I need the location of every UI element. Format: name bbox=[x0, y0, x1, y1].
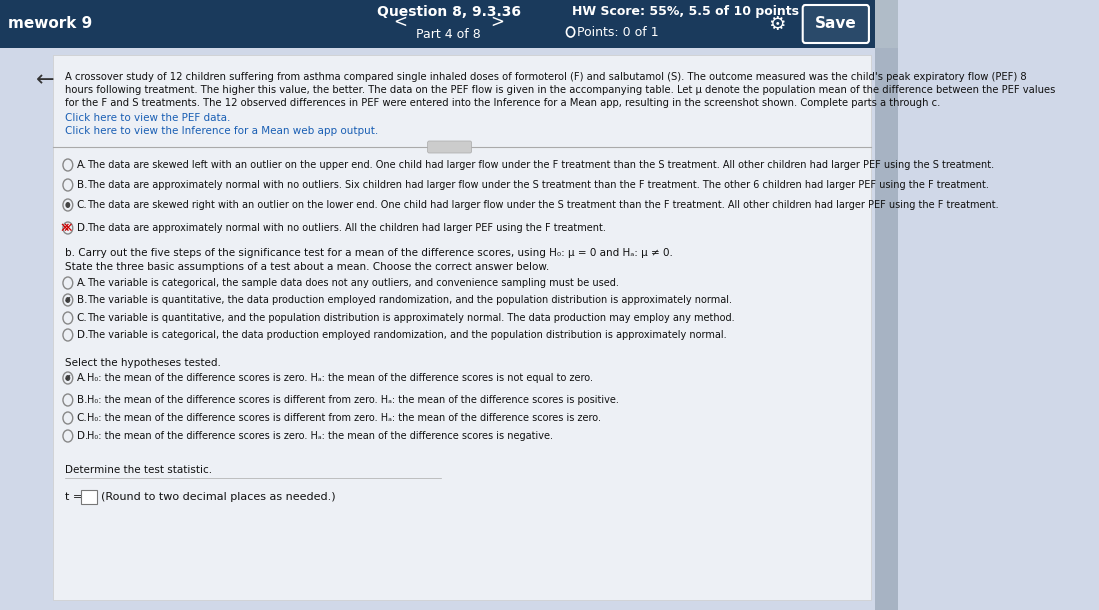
Text: Click here to view the Inference for a Mean web app output.: Click here to view the Inference for a M… bbox=[66, 126, 379, 136]
Text: A.: A. bbox=[77, 373, 87, 383]
FancyBboxPatch shape bbox=[53, 55, 870, 600]
Text: mework 9: mework 9 bbox=[8, 16, 92, 32]
Text: B.: B. bbox=[77, 180, 87, 190]
Text: The variable is categorical, the sample data does not any outliers, and convenie: The variable is categorical, the sample … bbox=[88, 278, 620, 288]
Text: (Round to two decimal places as needed.): (Round to two decimal places as needed.) bbox=[100, 492, 335, 502]
Text: The variable is categorical, the data production employed randomization, and the: The variable is categorical, the data pr… bbox=[88, 330, 728, 340]
FancyBboxPatch shape bbox=[875, 0, 898, 48]
Text: Part 4 of 8: Part 4 of 8 bbox=[417, 27, 481, 40]
Text: ←: ← bbox=[35, 70, 54, 90]
Text: Save: Save bbox=[814, 16, 856, 32]
Circle shape bbox=[66, 375, 70, 381]
Text: C.: C. bbox=[77, 413, 88, 423]
Text: ✕: ✕ bbox=[63, 221, 74, 234]
FancyBboxPatch shape bbox=[875, 48, 898, 610]
Text: The data are approximately normal with no outliers. Six children had larger flow: The data are approximately normal with n… bbox=[88, 180, 989, 190]
Text: H₀: the mean of the difference scores is zero. Hₐ: the mean of the difference sc: H₀: the mean of the difference scores is… bbox=[88, 373, 593, 383]
Text: A crossover study of 12 children suffering from asthma compared single inhaled d: A crossover study of 12 children sufferi… bbox=[66, 72, 1028, 82]
Circle shape bbox=[66, 297, 70, 303]
Text: HW Score: 55%, 5.5 of 10 points: HW Score: 55%, 5.5 of 10 points bbox=[573, 5, 799, 18]
Text: ⚙: ⚙ bbox=[768, 15, 786, 34]
Text: t =: t = bbox=[66, 492, 82, 502]
Text: D.: D. bbox=[77, 330, 88, 340]
Text: hours following treatment. The higher this value, the better. The data on the PE: hours following treatment. The higher th… bbox=[66, 85, 1056, 95]
Text: >: > bbox=[490, 13, 504, 31]
Text: H₀: the mean of the difference scores is different from zero. Hₐ: the mean of th: H₀: the mean of the difference scores is… bbox=[88, 413, 601, 423]
FancyBboxPatch shape bbox=[802, 5, 869, 43]
Text: A.: A. bbox=[77, 160, 87, 170]
Text: Select the hypotheses tested.: Select the hypotheses tested. bbox=[66, 358, 221, 368]
Text: B.: B. bbox=[77, 395, 87, 405]
Text: Determine the test statistic.: Determine the test statistic. bbox=[66, 465, 212, 475]
Text: The data are approximately normal with no outliers. All the children had larger : The data are approximately normal with n… bbox=[88, 223, 607, 233]
Text: ✕: ✕ bbox=[59, 221, 70, 234]
Text: The variable is quantitative, the data production employed randomization, and th: The variable is quantitative, the data p… bbox=[88, 295, 732, 305]
Text: C.: C. bbox=[77, 200, 88, 210]
Text: The data are skewed left with an outlier on the upper end. One child had larger : The data are skewed left with an outlier… bbox=[88, 160, 995, 170]
Text: D.: D. bbox=[77, 431, 88, 441]
FancyBboxPatch shape bbox=[428, 141, 471, 153]
Text: D.: D. bbox=[77, 223, 88, 233]
Text: The variable is quantitative, and the population distribution is approximately n: The variable is quantitative, and the po… bbox=[88, 313, 735, 323]
Text: H₀: the mean of the difference scores is different from zero. Hₐ: the mean of th: H₀: the mean of the difference scores is… bbox=[88, 395, 620, 405]
Text: State the three basic assumptions of a test about a mean. Choose the correct ans: State the three basic assumptions of a t… bbox=[66, 262, 550, 272]
Text: The data are skewed right with an outlier on the lower end. One child had larger: The data are skewed right with an outlie… bbox=[88, 200, 999, 210]
Text: H₀: the mean of the difference scores is zero. Hₐ: the mean of the difference sc: H₀: the mean of the difference scores is… bbox=[88, 431, 554, 441]
Text: Points: 0 of 1: Points: 0 of 1 bbox=[577, 26, 658, 38]
Text: C.: C. bbox=[77, 313, 88, 323]
Text: <: < bbox=[393, 13, 408, 31]
Text: A.: A. bbox=[77, 278, 87, 288]
Text: Click here to view the PEF data.: Click here to view the PEF data. bbox=[66, 113, 231, 123]
Text: for the F and S treatments. The 12 observed differences in PEF were entered into: for the F and S treatments. The 12 obser… bbox=[66, 98, 941, 108]
Text: B.: B. bbox=[77, 295, 87, 305]
Circle shape bbox=[66, 202, 70, 208]
Text: b. Carry out the five steps of the significance test for a mean of the differenc: b. Carry out the five steps of the signi… bbox=[66, 248, 674, 258]
Text: ✓: ✓ bbox=[64, 373, 71, 383]
Text: ✓: ✓ bbox=[64, 295, 71, 305]
Text: Question 8, 9.3.36: Question 8, 9.3.36 bbox=[377, 5, 521, 19]
FancyBboxPatch shape bbox=[0, 0, 898, 48]
FancyBboxPatch shape bbox=[81, 490, 98, 504]
